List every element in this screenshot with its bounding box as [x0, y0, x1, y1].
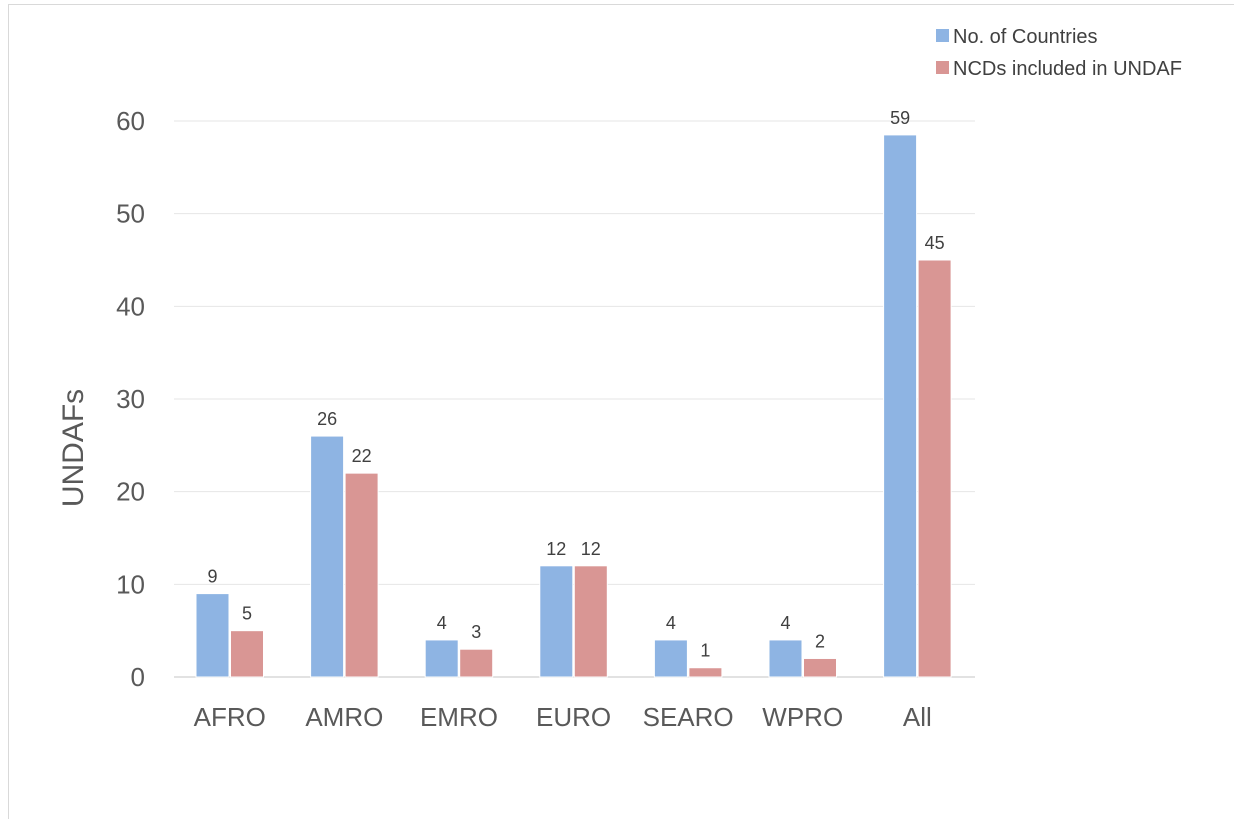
- bar-afro-series-1: [195, 593, 230, 678]
- data-label: 26: [317, 409, 337, 429]
- data-label: 4: [666, 613, 676, 633]
- x-category-label: All: [903, 702, 932, 732]
- data-labels: 9 5 26 22 4 3 12 12 4 1 4 2 59 45: [207, 108, 944, 661]
- data-label: 4: [437, 613, 447, 633]
- data-label: 12: [581, 539, 601, 559]
- y-tick-label: 30: [116, 384, 145, 414]
- gridlines: [174, 120, 975, 585]
- x-category-label: SEARO: [643, 702, 734, 732]
- data-label: 3: [471, 622, 481, 642]
- bar-afro-series-2: [230, 630, 264, 678]
- y-axis-title: UNDAFs: [57, 389, 90, 507]
- y-tick-label: 50: [116, 199, 145, 229]
- x-category-label: EURO: [536, 702, 611, 732]
- bar-euro-series-1: [539, 565, 574, 678]
- x-category-label: WPRO: [762, 702, 843, 732]
- bar-amro-series-2: [344, 472, 379, 678]
- x-category-label: EMRO: [420, 702, 498, 732]
- data-label: 5: [242, 604, 252, 624]
- bar-wpro-series-1: [768, 639, 803, 678]
- legend: No. of Countries NCDs included in UNDAF: [936, 26, 1182, 80]
- bar-emro-series-1: [424, 639, 459, 678]
- bar-emro-series-2: [459, 648, 494, 678]
- data-label: 4: [780, 613, 790, 633]
- x-category-label: AFRO: [194, 702, 266, 732]
- data-label: 9: [207, 567, 217, 587]
- data-label: 12: [546, 539, 566, 559]
- bar-wpro-series-2: [803, 657, 837, 678]
- bar-searo-series-2: [688, 667, 723, 678]
- y-tick-label: 0: [131, 662, 145, 692]
- bar-searo-series-1: [653, 639, 688, 678]
- legend-swatch: [936, 29, 949, 42]
- bar-all-series-2: [917, 259, 952, 678]
- y-tick-label: 40: [116, 291, 145, 321]
- y-axis-ticks: 0 10 20 30 40 50 60: [116, 106, 145, 692]
- y-tick-label: 60: [116, 106, 145, 136]
- legend-label: NCDs included in UNDAF: [953, 58, 1182, 80]
- data-label: 2: [815, 631, 825, 651]
- x-category-label: AMRO: [305, 702, 383, 732]
- data-label: 59: [890, 108, 910, 128]
- x-axis-categories: AFRO AMRO EMRO EURO SEARO WPRO All: [194, 702, 932, 732]
- y-tick-label: 10: [116, 569, 145, 599]
- bar-euro-series-2: [573, 565, 608, 678]
- bar-all-series-1: [883, 134, 918, 678]
- legend-label: No. of Countries: [953, 26, 1098, 48]
- bars: [195, 134, 952, 678]
- chart-frame: [8, 4, 1234, 819]
- y-tick-label: 20: [116, 477, 145, 507]
- data-label: 45: [925, 233, 945, 253]
- data-label: 1: [700, 641, 710, 661]
- data-label: 22: [352, 446, 372, 466]
- bar-amro-series-1: [310, 435, 345, 678]
- legend-swatch: [936, 61, 949, 74]
